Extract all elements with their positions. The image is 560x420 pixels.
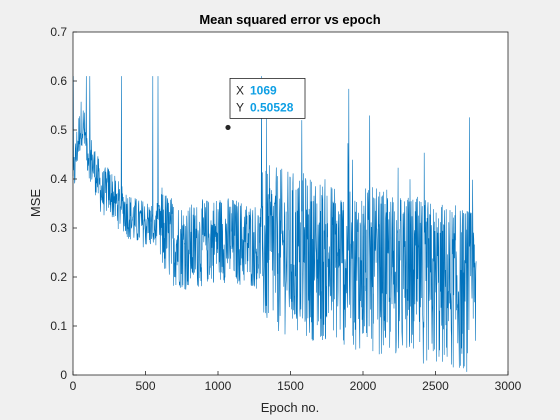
y-tick-label: 0 [60, 368, 67, 382]
x-axis: 0 500 1000 1500 2000 2500 3000 [70, 371, 522, 393]
datatip-box[interactable] [229, 78, 306, 119]
datatip-y-label: Y [236, 100, 244, 114]
y-tick-label: 0.2 [50, 270, 67, 284]
x-tick-label: 500 [135, 379, 155, 393]
y-tick-label: 0.7 [50, 25, 67, 39]
series-layer [72, 76, 477, 372]
y-tick-label: 0.4 [50, 172, 67, 186]
y-tick-label: 0.1 [50, 319, 67, 333]
y-axis-label: MSE [28, 189, 43, 218]
x-tick-label: 2000 [350, 379, 377, 393]
y-tick-label: 0.3 [50, 221, 67, 235]
y-tick-label: 0.6 [50, 74, 67, 88]
x-tick-label: 3000 [495, 379, 522, 393]
x-axis-label: Epoch no. [261, 400, 320, 415]
y-axis: 0 0.1 0.2 0.3 0.4 0.5 0.6 0.7 [50, 25, 77, 382]
x-tick-label: 1500 [277, 379, 304, 393]
x-tick-label: 1000 [205, 379, 232, 393]
datatip-y-value: 0.50528 [250, 100, 294, 114]
datatip-x-label: X [236, 83, 244, 97]
y-tick-label: 0.5 [50, 123, 67, 137]
x-tick-label: 0 [70, 379, 77, 393]
datatip[interactable]: X 1069 Y 0.50528 [225, 78, 306, 131]
datatip-marker[interactable] [225, 124, 231, 131]
series-line [72, 76, 477, 372]
chart-title: Mean squared error vs epoch [199, 12, 380, 27]
x-tick-label: 2500 [422, 379, 449, 393]
datatip-x-value: 1069 [250, 83, 277, 97]
